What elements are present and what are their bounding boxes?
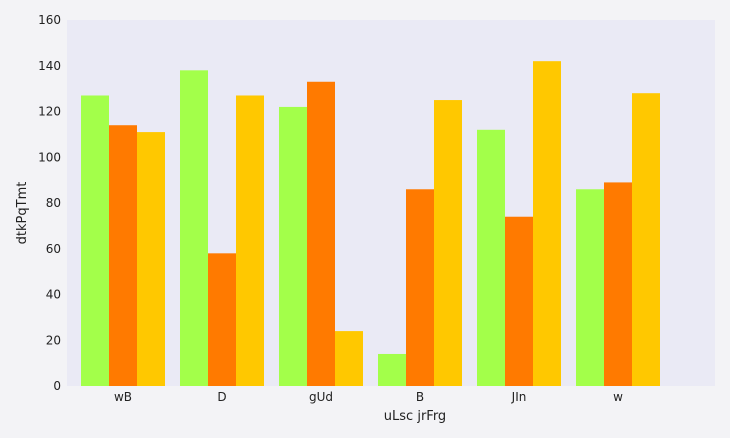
x-tick-label: B xyxy=(416,390,424,404)
bar-D-series-2 xyxy=(208,253,236,386)
bar-JIn-series-1 xyxy=(477,129,505,387)
bar-wB-series-2 xyxy=(109,125,137,386)
bar-gUd-series-2 xyxy=(307,81,335,386)
bar-wB-series-1 xyxy=(81,95,109,387)
bars xyxy=(81,61,660,387)
x-tick-label: JIn xyxy=(511,390,527,404)
bar-B-series-2 xyxy=(406,189,434,386)
x-tick-label: D xyxy=(217,390,226,404)
y-tick-label: 120 xyxy=(38,105,61,119)
y-tick-label: 20 xyxy=(46,333,61,347)
y-axis: 0 20 40 60 80 100 120 140 160 xyxy=(38,13,61,393)
x-axis-title: uLsc jrFrg xyxy=(384,409,446,424)
bar-w-series-3 xyxy=(632,93,660,386)
y-tick-label: 60 xyxy=(46,242,61,256)
bar-JIn-series-3 xyxy=(533,61,561,387)
bar-D-series-3 xyxy=(236,95,264,387)
bar-JIn-series-2 xyxy=(505,216,533,386)
x-tick-label: wB xyxy=(114,390,132,404)
y-tick-label: 80 xyxy=(46,196,61,210)
bar-B-series-3 xyxy=(434,100,462,386)
bar-w-series-2 xyxy=(604,182,632,386)
y-tick-label: 0 xyxy=(53,379,61,393)
bar-B-series-1 xyxy=(378,353,406,386)
bar-w-series-1 xyxy=(576,189,604,386)
y-tick-label: 100 xyxy=(38,150,61,164)
y-tick-label: 40 xyxy=(46,288,61,302)
y-axis-title: dtkPqTmt xyxy=(15,182,30,245)
bar-D-series-1 xyxy=(180,70,208,386)
y-tick-label: 140 xyxy=(38,59,61,73)
bar-wB-series-3 xyxy=(137,132,165,386)
x-tick-label: gUd xyxy=(309,390,333,404)
y-tick-label: 160 xyxy=(38,13,61,27)
bar-gUd-series-3 xyxy=(335,331,363,386)
x-tick-label: w xyxy=(613,390,623,404)
bar-gUd-series-1 xyxy=(279,106,307,387)
